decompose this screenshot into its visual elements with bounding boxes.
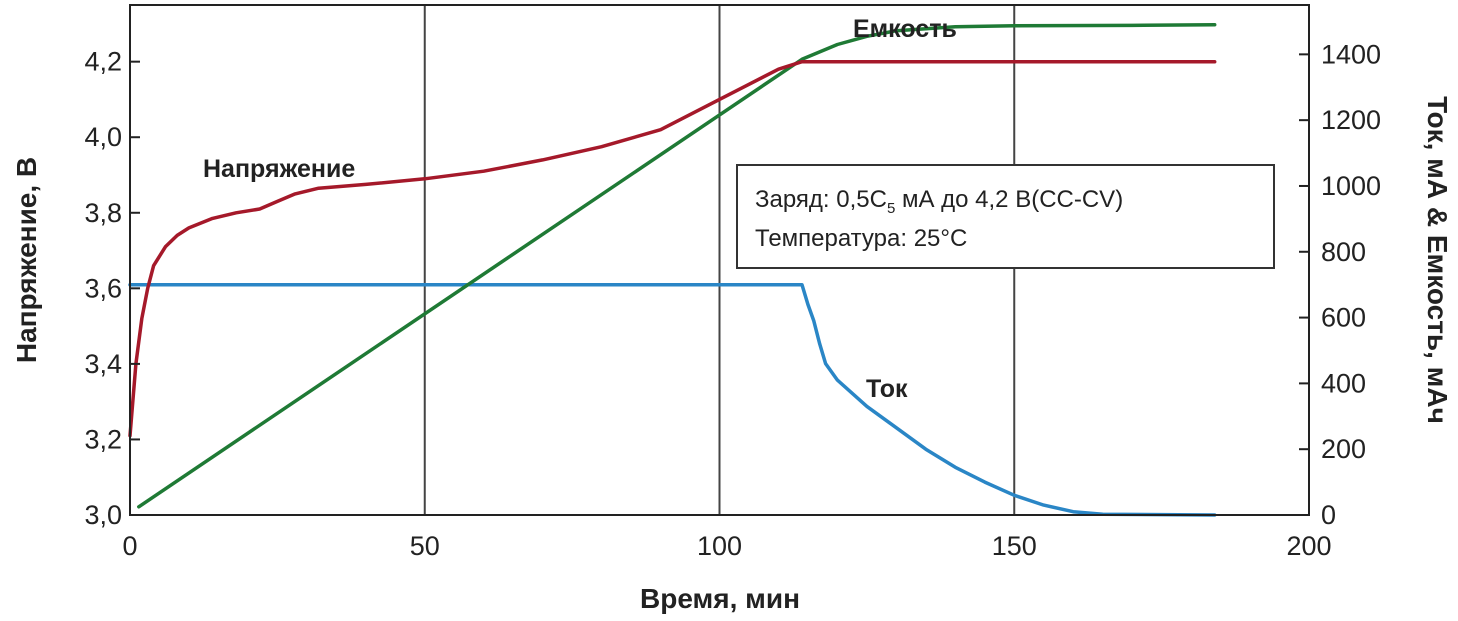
voltage-line <box>128 59 1217 438</box>
x-tick-label: 200 <box>1286 531 1331 561</box>
current-line <box>128 282 1217 517</box>
x-tick-label: 100 <box>697 531 742 561</box>
right-tick-label: 0 <box>1321 500 1336 530</box>
note-line-1-subscript: 5 <box>887 200 895 217</box>
x-tick-label: 50 <box>410 531 440 561</box>
charge-note-box: Заряд: 0,5C5 мА до 4,2 В(CC-CV) Температ… <box>736 164 1275 269</box>
left-tick-label: 3,2 <box>84 424 122 454</box>
left-axis-title: Напряжение, В <box>11 157 42 363</box>
right-tick-label: 1200 <box>1321 105 1381 135</box>
right-tick-label: 800 <box>1321 237 1366 267</box>
series-layer <box>128 22 1217 517</box>
right-tick-label: 1000 <box>1321 171 1381 201</box>
left-tick-label: 3,4 <box>84 349 122 379</box>
current-label: Ток <box>866 375 908 403</box>
note-frame <box>736 164 1275 269</box>
right-tick-labels: 0 200 400 600 800 1000 1200 1400 <box>1299 39 1381 530</box>
left-tick-label: 4,2 <box>84 47 122 77</box>
note-line-1: Заряд: 0,5C5 мА до 4,2 В(CC-CV) <box>755 186 1123 217</box>
left-tick-label: 3,6 <box>84 273 122 303</box>
note-line-2: Температура: 25°C <box>755 225 967 252</box>
note-line-1-end: мА до 4,2 В(CC-CV) <box>895 186 1123 213</box>
plot-frame <box>129 4 1310 516</box>
voltage-label: Напряжение <box>203 155 355 183</box>
capacity-line <box>137 22 1217 509</box>
note-line-1-start: Заряд: 0,5C <box>755 186 887 213</box>
right-tick-label: 600 <box>1321 303 1366 333</box>
x-axis-title: Время, мин <box>640 583 800 614</box>
right-tick-label: 400 <box>1321 368 1366 398</box>
x-tick-label: 0 <box>122 531 137 561</box>
x-tick-labels: 0 50 100 150 200 <box>122 531 1331 561</box>
left-tick-labels: 3,0 3,2 3,4 3,6 3,8 4,0 4,2 <box>84 47 140 530</box>
capacity-label: Емкость <box>853 15 957 43</box>
x-tick-label: 150 <box>992 531 1037 561</box>
right-axis-title: Ток, мА & Емкость, мАч <box>1422 96 1453 424</box>
left-tick-label: 4,0 <box>84 122 122 152</box>
right-tick-label: 200 <box>1321 434 1366 464</box>
left-tick-label: 3,0 <box>84 500 122 530</box>
left-tick-label: 3,8 <box>84 198 122 228</box>
right-tick-label: 1400 <box>1321 39 1381 69</box>
